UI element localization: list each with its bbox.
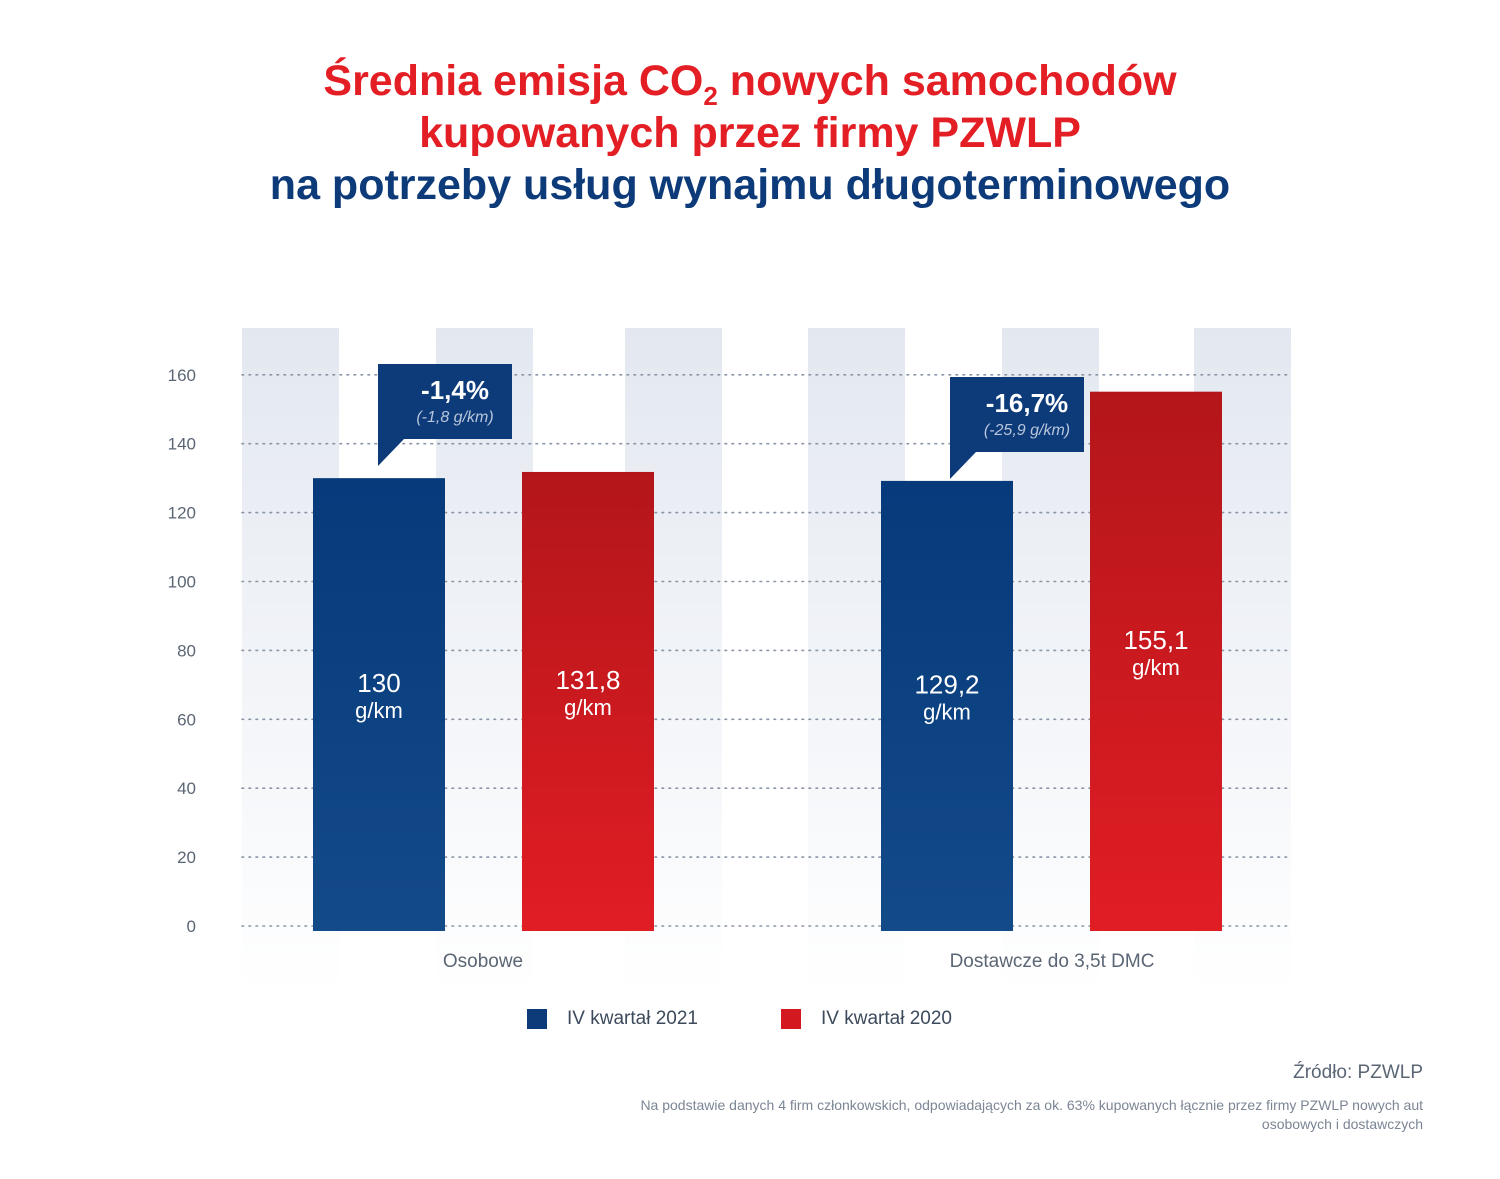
callout-detail-label: (-25,9 g/km) bbox=[984, 422, 1070, 439]
y-tick-label: 80 bbox=[177, 641, 196, 660]
callout-box bbox=[950, 377, 1084, 479]
title-part: nowych samochodów bbox=[717, 57, 1177, 105]
y-axis: 0 20 40 60 80 100 120 140 160 bbox=[168, 366, 196, 936]
y-tick-label: 60 bbox=[177, 710, 196, 729]
y-tick-label: 160 bbox=[168, 366, 196, 385]
callout-change-label: -1,4% bbox=[421, 375, 489, 405]
bar-value-label: 130 bbox=[357, 668, 400, 698]
y-tick-label: 40 bbox=[177, 779, 196, 798]
bar-unit-label: g/km bbox=[923, 699, 971, 724]
bar-value-label: 155,1 bbox=[1123, 625, 1188, 655]
legend-item-2020: IV kwartał 2020 bbox=[781, 1008, 952, 1030]
title-part: Średnia emisja CO bbox=[323, 57, 704, 105]
legend-label: IV kwartał 2020 bbox=[821, 1008, 952, 1029]
bar-unit-label: g/km bbox=[1132, 655, 1180, 680]
y-tick-label: 20 bbox=[177, 848, 196, 867]
change-callouts: -1,4% (-1,8 g/km) -16,7% (-25,9 g/km) bbox=[378, 364, 1084, 479]
bar-value-label: 129,2 bbox=[914, 669, 979, 699]
bar-unit-label: g/km bbox=[564, 695, 612, 720]
bar-value-label: 131,8 bbox=[555, 665, 620, 695]
y-tick-label: 0 bbox=[187, 917, 196, 936]
callout-box bbox=[378, 364, 512, 466]
source-label: Źródło: PZWLP bbox=[1293, 1062, 1423, 1083]
legend-swatch-red bbox=[781, 1009, 801, 1029]
bar bbox=[313, 478, 445, 931]
x-category-label: Osobowe bbox=[443, 951, 523, 972]
callout-detail-label: (-1,8 g/km) bbox=[416, 409, 493, 426]
bar bbox=[881, 480, 1013, 931]
footnote: Na podstawie danych 4 firm członkowskich… bbox=[640, 1097, 1423, 1132]
bar-unit-label: g/km bbox=[355, 698, 403, 723]
chart-subtitle: na potrzeby usług wynajmu długoterminowe… bbox=[269, 161, 1231, 209]
chart-title-line-1: Średnia emisja CO2 nowych samochodów bbox=[0, 55, 1500, 109]
legend-item-2021: IV kwartał 2021 bbox=[527, 1008, 698, 1030]
y-tick-label: 100 bbox=[168, 573, 196, 592]
legend-swatch-blue bbox=[527, 1009, 547, 1029]
legend-label: IV kwartał 2021 bbox=[567, 1008, 698, 1029]
chart-title-line-2: kupowanych przez firmy PZWLP bbox=[419, 109, 1081, 157]
x-axis: Osobowe Dostawcze do 3,5t DMC bbox=[443, 951, 1155, 972]
bar bbox=[1090, 391, 1222, 931]
x-category-label: Dostawcze do 3,5t DMC bbox=[950, 951, 1155, 972]
y-tick-label: 140 bbox=[168, 435, 196, 454]
y-tick-label: 120 bbox=[168, 504, 196, 523]
title-subscript: 2 bbox=[703, 81, 718, 111]
bar bbox=[522, 471, 654, 931]
callout-change-label: -16,7% bbox=[986, 388, 1068, 418]
